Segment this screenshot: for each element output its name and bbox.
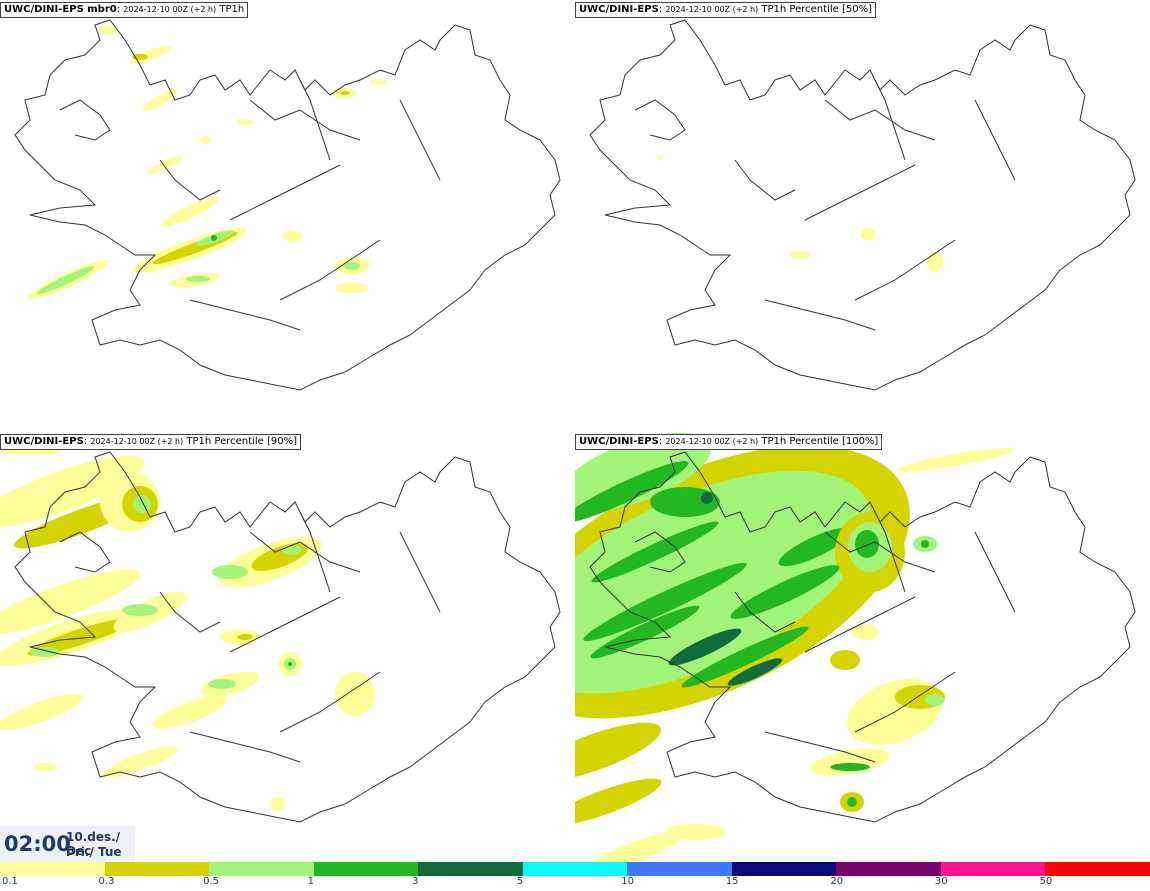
colorbar-segment	[731, 862, 837, 876]
iceland-coastline	[14, 19, 561, 391]
precipitation-field	[657, 154, 943, 272]
precipitation-field	[0, 444, 375, 811]
iceland-coastline	[14, 451, 561, 823]
panel-title: UWC/DINI-EPS: 2024-12-10 00Z (+2 h) TP1h…	[575, 434, 883, 450]
field-name: TP1h Percentile [100%]	[761, 436, 879, 447]
colorbar-segment	[1045, 862, 1150, 876]
colorbar-tick-label: 3	[412, 876, 419, 887]
panel-title: UWC/DINI-EPS: 2024-12-10 00Z (+2 h) TP1h…	[575, 2, 876, 18]
colorbar-segment	[418, 862, 523, 876]
field-name: TP1h Percentile [90%]	[186, 436, 297, 447]
precipitation-field	[27, 26, 386, 301]
iceland-coastline	[589, 19, 1136, 391]
colorbar-segment	[836, 862, 941, 876]
colorbar-tick-label: 5	[516, 876, 524, 887]
field-name: TP1h Percentile [50%]	[761, 4, 872, 15]
precip-map-mbr0	[14, 19, 561, 391]
colorbar-segment	[627, 862, 732, 876]
precipitation-field	[575, 432, 1015, 862]
iceland-coastline	[589, 451, 1136, 823]
map-panel-mbr0: UWC/DINI-EPS mbr0: 2024-12-10 00Z (+2 h)…	[0, 0, 575, 430]
colorbar-tick-label: 50	[1039, 876, 1053, 887]
colorbar-segment	[209, 862, 314, 876]
colorbar-tick-label: 0.1	[2, 876, 18, 887]
colorbar-tick-label: 30	[934, 876, 948, 887]
colorbar-segment	[522, 862, 628, 876]
model-name: UWC/DINI-EPS	[4, 436, 84, 447]
precip-map-p50	[589, 19, 1136, 391]
run-time: 2024-12-10 00Z (+2 h)	[123, 5, 217, 14]
field-name: TP1h	[219, 4, 245, 15]
map-panel-p50: UWC/DINI-EPS: 2024-12-10 00Z (+2 h) TP1h…	[575, 0, 1150, 430]
colorbar-segment	[940, 862, 1046, 876]
model-name: UWC/DINI-EPS	[579, 436, 659, 447]
run-time: 2024-12-10 00Z (+2 h)	[665, 5, 759, 14]
panel-title: UWC/DINI-EPS: 2024-12-10 00Z (+2 h) TP1h…	[0, 434, 301, 450]
valid-time-date: 10.des./ Dec	[66, 830, 121, 858]
valid-time-clock: 02:00	[4, 832, 71, 856]
colorbar-segment	[104, 862, 210, 876]
colorbar-segment	[313, 862, 419, 876]
run-time: 2024-12-10 00Z (+2 h)	[90, 437, 184, 446]
precip-map-p90	[0, 444, 561, 823]
colorbar-tick-label: 0.3	[98, 876, 115, 887]
colorbar-tick-label: 10	[621, 876, 634, 887]
colorbar-tick-label: 1	[307, 876, 314, 887]
colorbar-tick-label: 0.5	[203, 876, 219, 887]
precip-map-p100	[575, 432, 1136, 862]
panel-title: UWC/DINI-EPS mbr0: 2024-12-10 00Z (+2 h)…	[0, 2, 249, 18]
model-name: UWC/DINI-EPS	[579, 4, 659, 15]
colorbar-tick-label: 15	[725, 876, 739, 887]
map-panel-p100: UWC/DINI-EPS: 2024-12-10 00Z (+2 h) TP1h…	[575, 432, 1150, 862]
model-name: UWC/DINI-EPS mbr0	[4, 4, 117, 15]
valid-time-day: Þri./ Tue	[66, 845, 122, 859]
colorbar-segment	[0, 862, 105, 876]
precip-colorbar	[0, 862, 1150, 876]
run-time: 2024-12-10 00Z (+2 h)	[665, 437, 759, 446]
colorbar-tick-label: 20	[830, 876, 844, 887]
map-panel-p90: UWC/DINI-EPS: 2024-12-10 00Z (+2 h) TP1h…	[0, 432, 575, 862]
valid-time-box: 02:00 10.des./ Dec Þri./ Tue	[0, 826, 135, 862]
